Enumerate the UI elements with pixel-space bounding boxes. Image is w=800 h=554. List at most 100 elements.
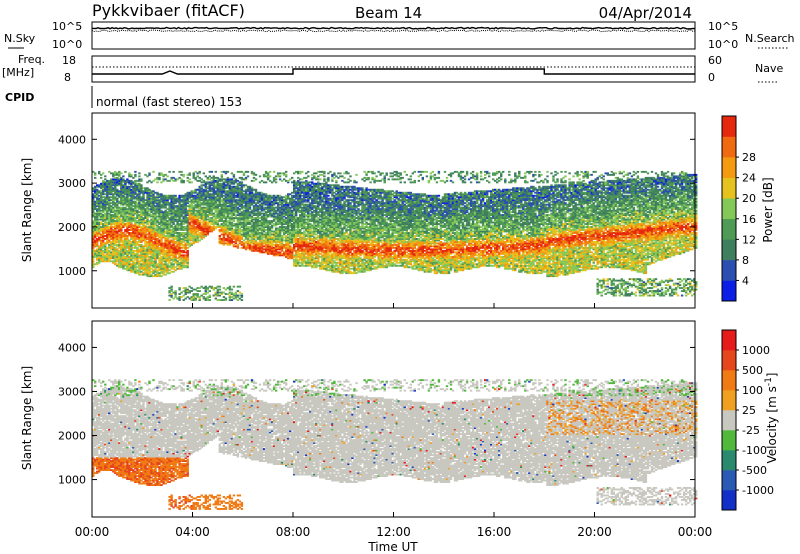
power-cell-4637 — [291, 176, 294, 179]
power-cell-0 — [92, 266, 95, 269]
power-cell-3335 — [226, 170, 230, 173]
power-cell-3248 — [224, 297, 228, 300]
power-cell-182 — [98, 199, 101, 202]
power-cell-85 — [94, 200, 97, 203]
power-cell-2782 — [200, 221, 203, 224]
power-cell-12 — [92, 248, 95, 251]
power-cell-101 — [96, 255, 99, 258]
power-cell-76 — [94, 217, 97, 219]
power-cell-1325 — [140, 178, 143, 181]
power-cell-2560 — [188, 178, 191, 181]
nsky-label: N.Sky — [4, 32, 36, 45]
power-cell-48 — [92, 190, 95, 193]
power-cell-149 — [98, 257, 101, 260]
power-cell-211 — [100, 227, 103, 230]
power-cell-206 — [100, 236, 103, 239]
power-cell-2076 — [170, 285, 173, 288]
power-cell-38 — [92, 206, 95, 209]
power-cell-722 — [120, 243, 123, 246]
power-cell-122 — [96, 221, 99, 224]
power-cell-4037 — [260, 212, 264, 215]
power-cell-2933 — [208, 290, 211, 292]
power-cell-191 — [100, 260, 103, 263]
power-cell-112 — [96, 238, 99, 240]
power-cell-89 — [94, 191, 97, 194]
power-cell-100 — [96, 257, 99, 260]
power-cell-103 — [96, 252, 99, 255]
power-cell-74 — [94, 220, 97, 222]
power-cell-233 — [100, 187, 103, 190]
power-cell-145 — [96, 184, 99, 187]
power-cell-50 — [92, 187, 95, 190]
power-cell-56 — [94, 251, 97, 254]
power-cell-169 — [98, 221, 101, 224]
power-cell-3477 — [232, 173, 236, 176]
power-cell-3184 — [220, 199, 223, 202]
power-cell-148 — [98, 258, 101, 261]
power-cell-32 — [92, 215, 95, 218]
power-cell-45 — [92, 196, 95, 199]
power-cell-4011 — [258, 175, 262, 178]
power-cell-4316 — [274, 181, 278, 184]
date-title: 04/Apr/2014 — [599, 4, 692, 22]
power-cell-180 — [98, 202, 101, 205]
power-cell-1047 — [130, 173, 133, 176]
power-cell-2791 — [200, 206, 203, 209]
power-cell-228 — [100, 196, 103, 199]
power-cell-190 — [98, 170, 101, 173]
power-cell-1840 — [160, 227, 163, 230]
power-cell-738 — [120, 218, 123, 221]
power-cell-78 — [94, 214, 97, 216]
power-cell-128 — [96, 212, 99, 215]
power-cell-172 — [98, 214, 101, 216]
power-cell-96 — [94, 172, 97, 175]
power-cell-1313 — [140, 203, 143, 206]
freq-panel: Freq. [MHz] 18 8 60 0 Nave — [2, 53, 783, 84]
power-cell-4435 — [280, 179, 284, 182]
power-cell-4124 — [264, 181, 268, 184]
power-cell-4396 — [278, 175, 282, 178]
power-cell-2 — [92, 263, 95, 266]
power-cell-90 — [94, 190, 97, 193]
power-cell-4209 — [268, 170, 272, 173]
power-cell-124 — [96, 218, 99, 221]
power-cell-11 — [92, 249, 95, 252]
power-cell-200 — [100, 246, 103, 249]
power-cell-204 — [100, 241, 103, 243]
power-cell-2806 — [200, 178, 203, 181]
power-cell-158 — [98, 239, 101, 242]
power-cell-3569 — [238, 285, 242, 288]
cpid-text: normal (fast stereo) 153 — [96, 95, 242, 109]
power-cell-4050 — [260, 191, 264, 194]
power-cell-8 — [92, 254, 95, 257]
power-cell-4436 — [280, 172, 284, 175]
power-cell-2688 — [196, 293, 199, 295]
power-cell-2333 — [180, 254, 183, 257]
power-cell-55 — [94, 252, 97, 255]
power-cell-123 — [96, 220, 99, 222]
power-cell-198 — [100, 249, 103, 252]
power-cell-202 — [100, 243, 103, 246]
power-cell-51 — [92, 170, 95, 173]
power-cell-1276 — [140, 263, 143, 266]
power-cell-111 — [96, 239, 99, 242]
freq-label: Freq. — [18, 53, 45, 66]
power-cell-157 — [98, 245, 101, 248]
power-cell-3075 — [214, 170, 217, 173]
nsearch-tick-top: 10^5 — [708, 20, 738, 33]
power-cell-17 — [92, 241, 95, 243]
power-cell-4317 — [274, 178, 278, 181]
power-cell-1317 — [140, 196, 143, 199]
power-cell-4399 — [280, 252, 284, 255]
power-cell-3617 — [240, 241, 244, 243]
power-cell-75 — [94, 218, 97, 221]
power-cell-156 — [98, 246, 101, 249]
beam-title: Beam 14 — [355, 4, 422, 22]
power-cell-197 — [100, 251, 103, 254]
power-cell-30 — [92, 221, 95, 224]
power-cell-34 — [92, 212, 95, 215]
power-cell-213 — [100, 223, 103, 225]
power-cell-120 — [96, 224, 99, 227]
power-cell-2419 — [182, 179, 185, 182]
